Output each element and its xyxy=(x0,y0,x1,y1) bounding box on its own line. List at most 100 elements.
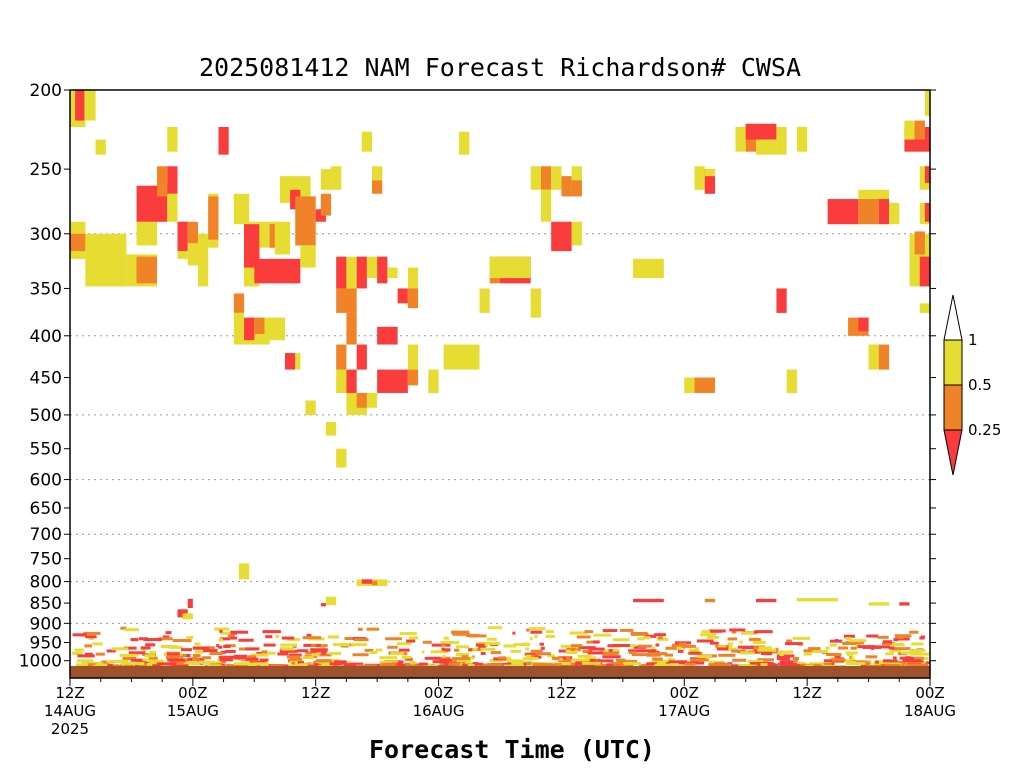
boundary-cell xyxy=(740,651,755,655)
boundary-layer-cells xyxy=(71,626,930,669)
boundary-cell xyxy=(697,655,712,659)
boundary-cell xyxy=(315,659,332,663)
boundary-cell xyxy=(306,633,312,637)
boundary-cell xyxy=(379,660,399,664)
heatmap-cell xyxy=(157,166,168,197)
heatmap-cell xyxy=(704,169,715,177)
boundary-cell xyxy=(557,659,572,663)
boundary-cell xyxy=(679,642,687,646)
boundary-cell xyxy=(657,660,675,664)
boundary-cell xyxy=(540,646,545,650)
boundary-cell xyxy=(612,648,620,652)
boundary-cell xyxy=(289,660,304,664)
boundary-cell xyxy=(582,649,593,653)
heatmap-cell xyxy=(704,598,715,603)
heatmap-cell xyxy=(540,189,552,222)
heatmap-cell xyxy=(858,199,879,225)
boundary-cell xyxy=(158,637,173,641)
boundary-cell xyxy=(729,628,746,632)
heatmap-cell xyxy=(489,256,531,279)
boundary-cell xyxy=(849,639,867,643)
heatmap-cell xyxy=(924,90,930,116)
heatmap-cell xyxy=(356,392,367,408)
boundary-cell xyxy=(748,637,761,641)
boundary-cell xyxy=(911,642,924,646)
boundary-cell xyxy=(757,658,774,662)
heatmap-cell xyxy=(336,369,347,393)
boundary-cell xyxy=(404,662,411,666)
surface-cell xyxy=(156,662,177,666)
boundary-cell xyxy=(421,650,425,654)
boundary-cell xyxy=(209,652,223,656)
boundary-cell xyxy=(389,652,404,656)
boundary-cell xyxy=(731,630,737,634)
boundary-cell xyxy=(108,659,126,663)
boundary-cell xyxy=(259,658,269,662)
boundary-cell xyxy=(678,649,684,653)
boundary-cell xyxy=(223,644,231,648)
boundary-cell xyxy=(351,643,368,647)
x-tick-label: 15AUG xyxy=(167,702,219,720)
boundary-cell xyxy=(297,649,309,653)
boundary-cell xyxy=(526,628,530,632)
boundary-cell xyxy=(441,647,445,651)
heatmap-cell xyxy=(336,288,357,313)
heatmap-cell xyxy=(346,256,357,289)
boundary-cell xyxy=(708,660,725,664)
boundary-cell xyxy=(539,642,544,646)
boundary-cell xyxy=(187,657,193,661)
boundary-cell xyxy=(277,652,289,656)
surface-cell xyxy=(355,664,377,668)
x-tick-label: 00Z xyxy=(424,684,453,702)
surface-cell xyxy=(581,661,601,665)
color-legend: 1 0.5 0.25 xyxy=(943,294,1001,476)
boundary-cell xyxy=(757,648,777,652)
boundary-cell xyxy=(850,656,855,660)
grid-lines xyxy=(70,233,930,624)
heatmap-cell xyxy=(633,258,664,279)
boundary-cell xyxy=(443,636,449,640)
boundary-cell xyxy=(472,647,478,651)
boundary-cell xyxy=(750,645,766,649)
boundary-cell xyxy=(451,657,471,661)
y-tick-label: 300 xyxy=(30,225,62,245)
boundary-cell xyxy=(648,652,668,656)
heatmap-cell xyxy=(366,256,378,279)
heatmap-cell xyxy=(361,579,373,584)
boundary-cell xyxy=(137,658,150,662)
boundary-cell xyxy=(512,631,516,635)
boundary-cell xyxy=(148,659,164,663)
boundary-cell xyxy=(179,660,188,664)
boundary-cell xyxy=(668,660,688,664)
heatmap-cell xyxy=(755,139,777,155)
boundary-cell xyxy=(696,639,714,643)
boundary-cell xyxy=(172,639,192,643)
boundary-cell xyxy=(220,631,231,635)
boundary-cell xyxy=(434,656,451,660)
boundary-cell xyxy=(311,644,316,648)
boundary-cell xyxy=(230,636,238,640)
x-tick-label: 12Z xyxy=(792,684,821,702)
boundary-cell xyxy=(452,632,470,636)
boundary-cell xyxy=(401,652,408,656)
boundary-cell xyxy=(641,649,657,653)
boundary-cell xyxy=(455,645,470,649)
boundary-cell xyxy=(230,630,249,634)
heatmap-cell xyxy=(571,180,582,197)
surface-cell xyxy=(821,662,832,666)
boundary-cell xyxy=(480,651,486,655)
boundary-cell xyxy=(522,642,529,646)
boundary-cell xyxy=(329,651,342,655)
boundary-cell xyxy=(572,663,582,667)
y-tick-label: 1000 xyxy=(19,652,62,672)
boundary-cell xyxy=(742,646,753,650)
surface-cell xyxy=(482,663,490,667)
boundary-cell xyxy=(684,662,696,666)
boundary-cell xyxy=(787,650,793,654)
heatmap-cell xyxy=(254,258,301,284)
heatmap-cell xyxy=(387,267,398,279)
boundary-cell xyxy=(892,647,911,651)
boundary-cell xyxy=(667,658,675,662)
boundary-cell xyxy=(280,643,298,647)
boundary-cell xyxy=(724,647,738,651)
